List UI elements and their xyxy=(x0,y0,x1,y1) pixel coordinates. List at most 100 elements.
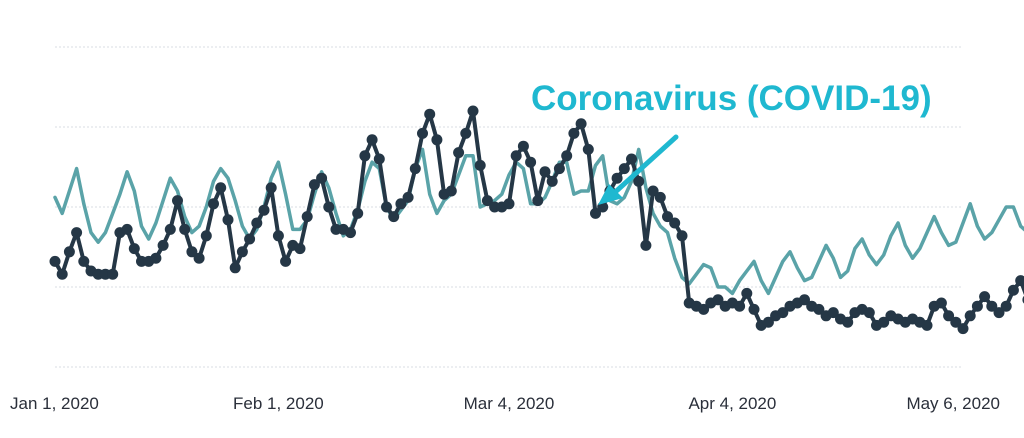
series-2-point xyxy=(323,201,335,213)
series-2-point xyxy=(272,230,284,242)
series-2-point xyxy=(172,195,183,207)
series-2-point xyxy=(503,198,515,210)
series-2-point xyxy=(712,294,724,306)
series-2-point xyxy=(179,223,191,235)
series-2-point xyxy=(1000,300,1012,312)
series-2-point xyxy=(236,246,248,258)
series-2-point xyxy=(654,191,666,203)
series-2-point xyxy=(1007,284,1019,296)
series-2-point xyxy=(63,246,75,258)
series-2-point xyxy=(222,214,234,226)
series-2-point xyxy=(964,310,976,322)
series-2-point xyxy=(532,195,544,207)
x-tick-label: Apr 4, 2020 xyxy=(688,394,776,413)
series-2-point xyxy=(741,287,753,299)
series-2-point xyxy=(395,198,407,210)
series-group xyxy=(49,105,1024,335)
series-2-point xyxy=(78,255,90,267)
series-2-point xyxy=(582,143,594,155)
series-2-point xyxy=(215,182,227,194)
series-2-point xyxy=(200,230,212,242)
series-2-point xyxy=(842,316,854,328)
series-2-point xyxy=(777,307,789,319)
series-2-point xyxy=(813,303,825,315)
series-2-point xyxy=(71,227,83,239)
series-2-point xyxy=(525,156,537,168)
series-2-point xyxy=(979,291,991,303)
series-2-point xyxy=(590,207,601,219)
series-2-point xyxy=(748,303,760,315)
series-2-point xyxy=(950,316,962,328)
series-2-point xyxy=(561,150,573,162)
series-2-point xyxy=(986,300,998,312)
series-2-point xyxy=(474,159,486,171)
series-2-point xyxy=(611,172,623,184)
series-2-point xyxy=(244,233,256,245)
series-2-point xyxy=(280,255,292,267)
series-2-point xyxy=(366,134,378,146)
series-2-point xyxy=(878,316,890,328)
series-2-point xyxy=(467,105,479,117)
series-2-point xyxy=(762,316,774,328)
series-2-point xyxy=(294,243,306,255)
x-tick-label: Mar 4, 2020 xyxy=(464,394,555,413)
series-2-point xyxy=(373,153,385,165)
series-2-point xyxy=(164,223,176,235)
series-2-point xyxy=(827,307,839,319)
series-2-point xyxy=(251,217,263,229)
x-tick-label: May 6, 2020 xyxy=(906,394,1000,413)
series-2-point xyxy=(229,262,241,274)
series-2-point xyxy=(402,191,414,203)
series-2-point xyxy=(943,310,955,322)
series-2-point xyxy=(352,207,364,219)
series-2-point xyxy=(863,307,875,319)
series-2-point xyxy=(157,239,169,251)
series-2-point xyxy=(445,185,457,197)
series-2-point xyxy=(460,127,472,139)
annotation-label: Coronavirus (COVID-19) xyxy=(531,79,932,118)
series-2-point xyxy=(453,147,465,159)
series-2-point xyxy=(640,239,652,251)
gridlines xyxy=(55,46,963,368)
series-2-point xyxy=(626,153,637,165)
series-1-line xyxy=(53,147,1024,296)
series-2-point xyxy=(308,179,320,191)
series-2-point xyxy=(359,150,371,162)
x-tick-label: Jan 1, 2020 xyxy=(10,394,99,413)
series-2-point xyxy=(424,108,436,120)
x-tick-label: Feb 1, 2020 xyxy=(233,394,324,413)
x-axis-ticks: Jan 1, 2020 Feb 1, 2020 Mar 4, 2020 Apr 4, … xyxy=(10,394,1000,413)
series-2-point xyxy=(734,300,746,312)
series-2-point xyxy=(107,268,119,280)
series-2-point xyxy=(265,182,277,194)
series-2-point xyxy=(431,134,443,146)
series-2-point xyxy=(618,163,630,175)
series-2-point xyxy=(381,201,392,213)
series-2-point xyxy=(957,323,969,335)
series-2-point xyxy=(568,127,580,139)
series-2-point xyxy=(150,252,162,264)
series-2-point xyxy=(128,243,140,255)
series-2-point xyxy=(971,300,983,312)
series-2-point xyxy=(186,246,198,258)
series-2-point xyxy=(553,163,565,175)
series-2-point xyxy=(388,211,400,223)
series-2-point xyxy=(121,223,133,235)
series-2-point xyxy=(417,127,428,139)
series-2-point xyxy=(698,303,710,315)
series-2-point xyxy=(316,172,328,184)
series-2-point xyxy=(669,217,681,229)
series-2-point xyxy=(539,166,551,178)
series-2-point xyxy=(481,195,493,207)
series-2-point xyxy=(193,252,205,264)
series-2-point xyxy=(345,227,356,239)
series-2-point xyxy=(575,118,587,130)
series-2-point xyxy=(935,297,947,309)
series-2-point xyxy=(208,198,219,210)
series-2-point xyxy=(546,175,558,187)
series-2-point xyxy=(662,211,673,223)
series-2-point xyxy=(993,307,1005,319)
series-2-point xyxy=(1015,275,1024,287)
series-2-point xyxy=(301,211,313,223)
